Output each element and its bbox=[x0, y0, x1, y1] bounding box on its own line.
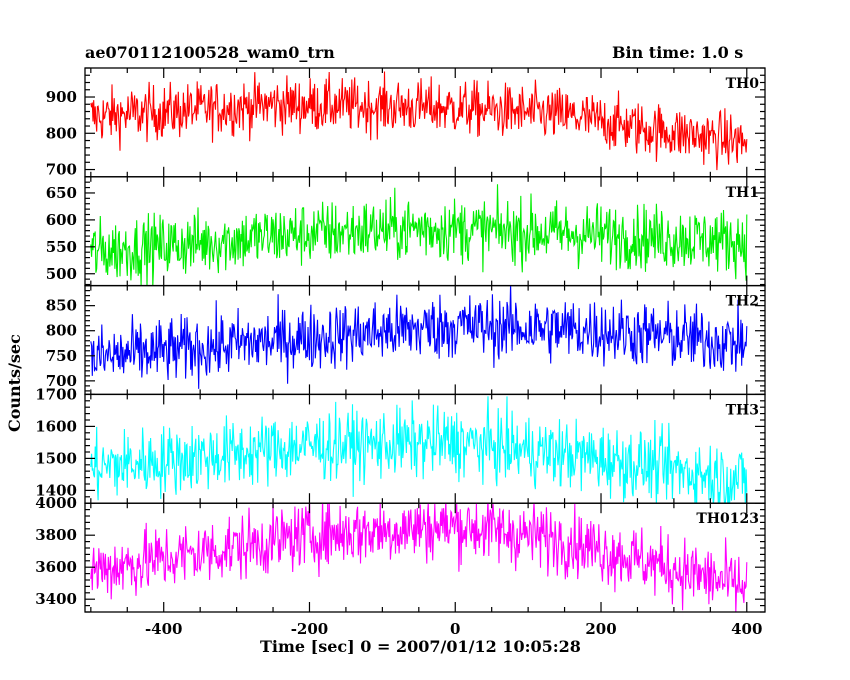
series-line-th0123 bbox=[90, 503, 748, 613]
panel-frame bbox=[84, 502, 766, 613]
x-tick-label: 0 bbox=[450, 620, 460, 638]
x-axis-label: Time [sec] 0 = 2007/01/12 10:05:28 bbox=[260, 637, 581, 656]
y-tick-label: 650 bbox=[46, 184, 77, 202]
series-label-th0: TH0 bbox=[726, 76, 760, 92]
y-tick-label: 800 bbox=[46, 124, 77, 142]
series-line-th1 bbox=[90, 184, 748, 286]
y-tick-label: 900 bbox=[46, 88, 77, 106]
y-tick-label: 750 bbox=[46, 347, 77, 365]
page-title: ae070112100528_wam0_trn bbox=[85, 43, 335, 62]
y-tick-label: 550 bbox=[46, 238, 77, 256]
x-tick-label: 400 bbox=[731, 620, 762, 638]
series-label-th2: TH2 bbox=[726, 294, 759, 310]
series-line-th2 bbox=[90, 285, 748, 389]
y-tick-label: 1400 bbox=[35, 481, 77, 499]
y-tick-label: 800 bbox=[46, 322, 77, 340]
x-tick-label: -200 bbox=[291, 620, 329, 638]
y-tick-label: 3600 bbox=[35, 558, 77, 576]
y-tick-label: 500 bbox=[46, 265, 77, 283]
x-tick-label: -400 bbox=[145, 620, 183, 638]
x-tick-label: 200 bbox=[585, 620, 616, 638]
y-tick-label: 700 bbox=[46, 372, 77, 390]
y-tick-label: 850 bbox=[46, 297, 77, 315]
y-tick-label: 1700 bbox=[35, 385, 77, 403]
y-tick-label: 600 bbox=[46, 211, 77, 229]
series-line-th0 bbox=[90, 71, 748, 171]
y-tick-label: 1500 bbox=[35, 449, 77, 467]
y-tick-label: 1600 bbox=[35, 417, 77, 435]
series-label-th3: TH3 bbox=[726, 402, 759, 418]
y-tick-label: 4000 bbox=[35, 494, 77, 512]
series-label-th1: TH1 bbox=[726, 185, 759, 201]
y-tick-label: 3400 bbox=[35, 590, 77, 608]
series-line-th3 bbox=[90, 396, 748, 504]
bin-time-label: Bin time: 1.0 s bbox=[612, 43, 744, 62]
series-label-th0123: TH0123 bbox=[696, 511, 759, 527]
y-tick-label: 700 bbox=[46, 161, 77, 179]
y-tick-label: 3800 bbox=[35, 526, 77, 544]
